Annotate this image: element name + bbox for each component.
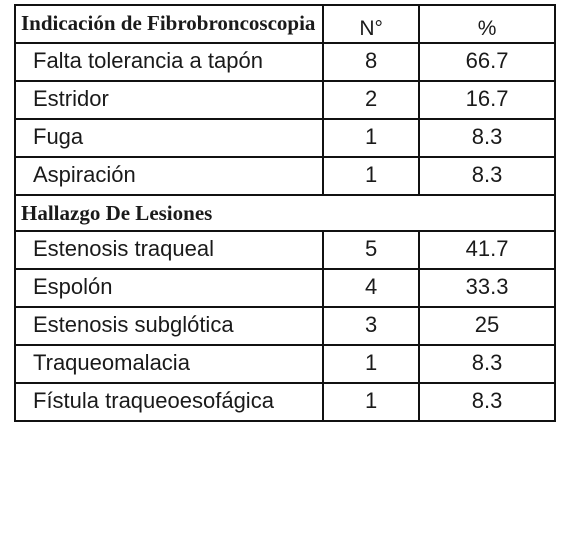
row-n: 1: [322, 118, 421, 158]
row-pct: 25: [418, 306, 556, 346]
section-title: Hallazgo De Lesiones: [14, 194, 556, 232]
row-label: Traqueomalacia: [13, 344, 325, 384]
table-row: Traqueomalacia 1 8.3: [13, 344, 556, 384]
row-n: 4: [322, 268, 421, 308]
table-row: Estridor 2 16.7: [13, 80, 556, 120]
table-row: Fístula traqueoesofágica 1 8.3: [13, 382, 556, 422]
row-label: Fuga: [13, 118, 325, 158]
findings-table: Indicación de Fibrobroncoscopia N° % Fal…: [13, 4, 556, 422]
row-n: 3: [322, 306, 421, 346]
header-pct: %: [418, 4, 556, 44]
row-n: 1: [322, 156, 421, 196]
header-n: N°: [322, 4, 421, 44]
table-row: Espolón 4 33.3: [13, 268, 556, 308]
row-pct: 66.7: [418, 42, 556, 82]
row-pct: 8.3: [418, 382, 556, 422]
row-pct: 8.3: [418, 344, 556, 384]
row-label: Fístula traqueoesofágica: [13, 382, 325, 422]
header-indicacion: Indicación de Fibrobroncoscopia: [13, 4, 325, 44]
table-row: Aspiración 1 8.3: [13, 156, 556, 196]
section-header-row: Hallazgo De Lesiones: [14, 194, 556, 232]
row-pct: 16.7: [418, 80, 556, 120]
row-n: 8: [322, 42, 421, 82]
row-n: 1: [322, 344, 421, 384]
row-pct: 33.3: [418, 268, 556, 308]
table-row: Fuga 1 8.3: [13, 118, 556, 158]
table-row: Estenosis subglótica 3 25: [13, 306, 556, 346]
row-n: 2: [322, 80, 421, 120]
row-label: Estenosis traqueal: [13, 230, 325, 270]
row-n: 5: [322, 230, 421, 270]
row-label: Estridor: [13, 80, 325, 120]
row-label: Estenosis subglótica: [13, 306, 325, 346]
table-row: Falta tolerancia a tapón 8 66.7: [13, 42, 556, 82]
row-label: Falta tolerancia a tapón: [13, 42, 325, 82]
row-pct: 8.3: [418, 118, 556, 158]
table-row: Estenosis traqueal 5 41.7: [13, 230, 556, 270]
row-pct: 41.7: [418, 230, 556, 270]
row-label: Espolón: [13, 268, 325, 308]
row-pct: 8.3: [418, 156, 556, 196]
row-n: 1: [322, 382, 421, 422]
table-header-row: Indicación de Fibrobroncoscopia N° %: [13, 4, 556, 44]
row-label: Aspiración: [13, 156, 325, 196]
